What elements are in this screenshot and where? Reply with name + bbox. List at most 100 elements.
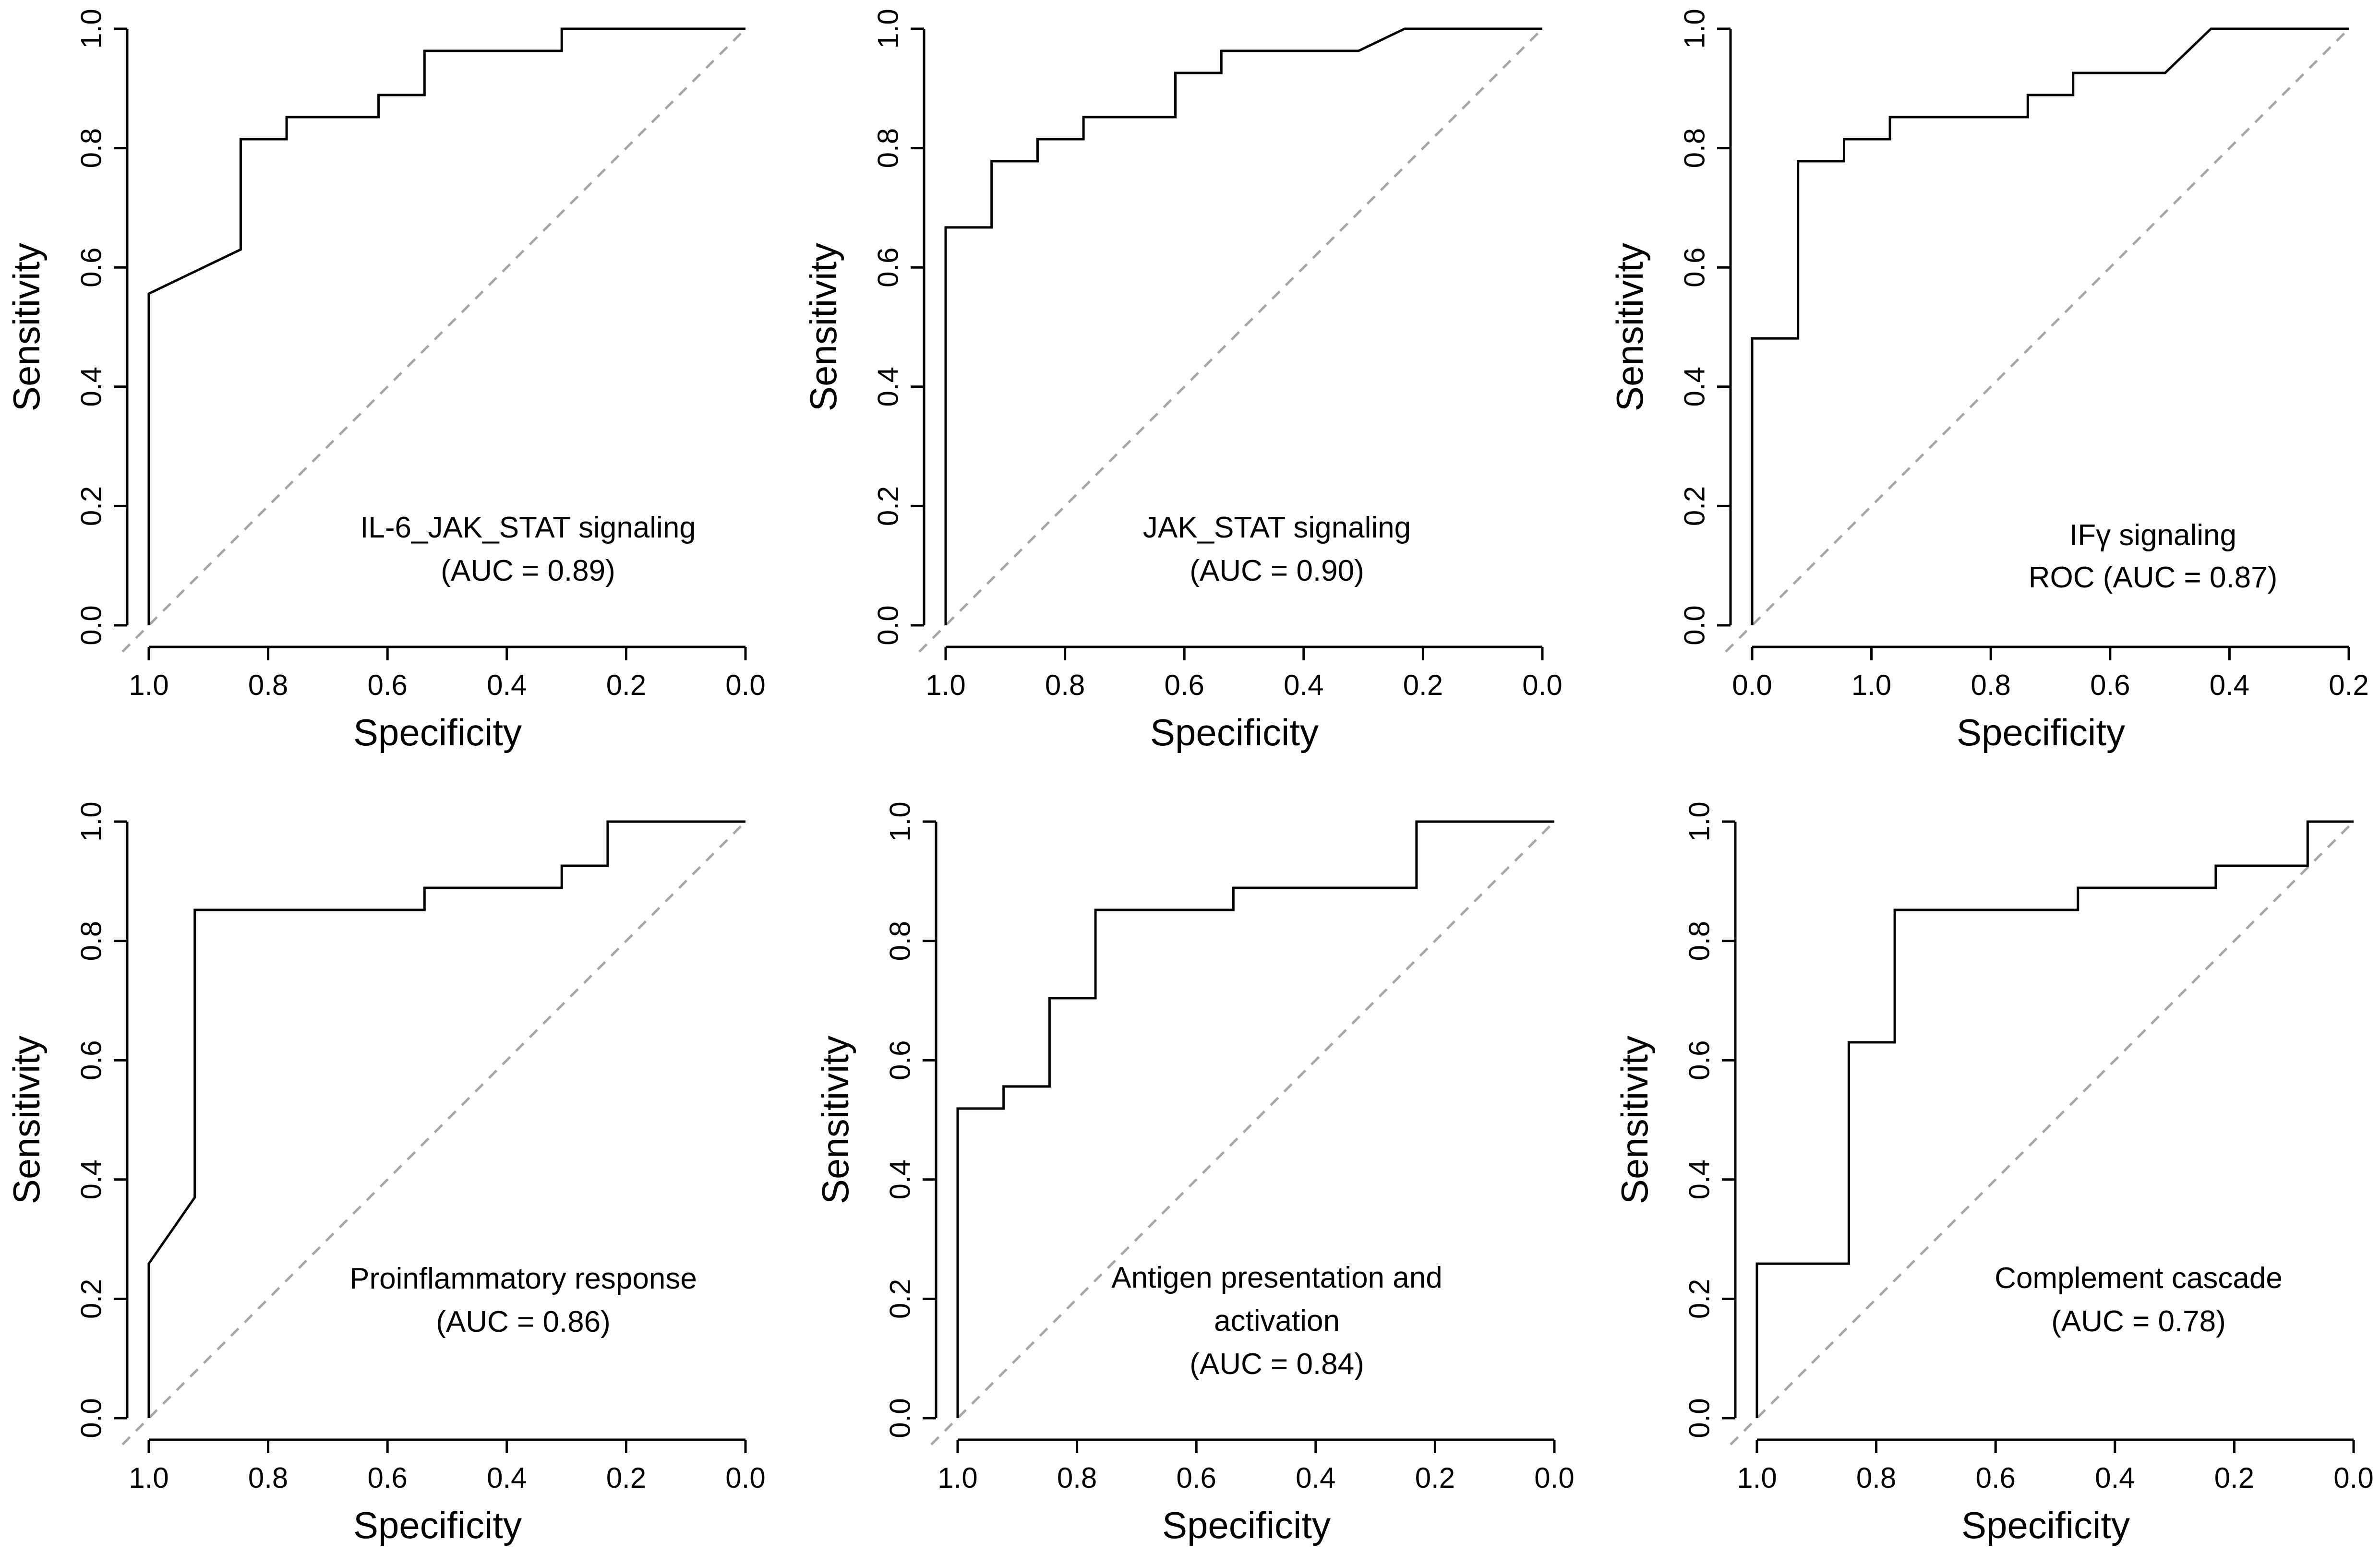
- x-axis-title: Specificity: [353, 711, 522, 753]
- x-tick-label: 0.8: [1045, 669, 1085, 701]
- y-tick-label: 0.8: [75, 921, 108, 961]
- annotation-line: Proinflammatory response: [349, 1262, 697, 1295]
- roc-panel-1: 1.0 0.8 0.6 0.4 0.2 0.0 0.0 0.2 0.4 0.6 0.8 1.0 Spec…: [5, 9, 766, 753]
- x-tick-label: 0.4: [2210, 669, 2249, 701]
- x-tick-label: 0.6: [1975, 1462, 2015, 1494]
- chance-diagonal: [918, 28, 1543, 653]
- x-tick-label: 0.0: [1534, 1462, 1574, 1494]
- y-tick-label: 0.6: [1683, 1040, 1716, 1080]
- y-tick-label: 1.0: [1683, 801, 1716, 841]
- x-tick-label: 0.0: [2333, 1462, 2373, 1494]
- x-tick-label: 0.8: [248, 1462, 288, 1494]
- annotation-line: (AUC = 0.84): [1190, 1348, 1364, 1381]
- roc-panel-4: 1.0 0.8 0.6 0.4 0.2 0.0 0.0 0.2 0.4 0.6 0.8 1.0 Spec…: [5, 801, 766, 1546]
- x-tick-label: 1.0: [1737, 1462, 1777, 1494]
- annotation-line: IFγ signaling: [2069, 519, 2236, 552]
- y-tick-label: 0.4: [1683, 1159, 1716, 1199]
- x-tick-label: 0.2: [2214, 1462, 2254, 1494]
- x-axis-title: Specificity: [1150, 711, 1319, 753]
- y-tick-label: 0.6: [75, 1040, 108, 1080]
- y-tick-label: 0.4: [75, 367, 108, 406]
- y-tick-label: 0.0: [884, 1398, 916, 1438]
- annotation-line: Complement cascade: [1995, 1262, 2283, 1295]
- x-tick-label: 0.4: [487, 1462, 527, 1494]
- x-tick-label: 0.4: [1296, 1462, 1335, 1494]
- y-tick-label: 0.6: [1679, 247, 1711, 287]
- x-tick-label: 1.0: [938, 1462, 977, 1494]
- roc-curve: [944, 27, 1542, 625]
- y-tick-label: 0.2: [75, 486, 108, 526]
- x-tick-label: 0.4: [1284, 669, 1323, 701]
- roc-curve: [147, 820, 745, 1418]
- x-tick-label: 0.6: [1176, 1462, 1216, 1494]
- y-tick-label: 1.0: [75, 9, 108, 48]
- y-tick-label: 1.0: [884, 801, 916, 841]
- x-tick-label: 0.6: [367, 669, 407, 701]
- y-tick-label: 0.6: [75, 247, 108, 287]
- y-axis-title: Sensitivity: [802, 243, 844, 411]
- annotation-line: (AUC = 0.90): [1190, 554, 1364, 587]
- x-tick-label: 0.2: [1403, 669, 1443, 701]
- roc-panel-6: 1.0 0.8 0.6 0.4 0.2 0.0 0.0 0.2 0.4 0.6 0.8 1.0 Spec…: [1613, 801, 2374, 1546]
- y-tick-label: 0.0: [872, 605, 904, 645]
- x-tick-label: 0.8: [1971, 669, 2010, 701]
- x-tick-label: 0.8: [1057, 1462, 1097, 1494]
- chance-diagonal: [1730, 821, 2355, 1445]
- x-tick-label: 0.6: [1164, 669, 1204, 701]
- annotation-line: activation: [1214, 1304, 1340, 1338]
- y-axis-title: Sensitivity: [1613, 1036, 1656, 1204]
- x-tick-label: 1.0: [129, 1462, 168, 1494]
- x-tick-label: 0.0: [1732, 669, 1772, 701]
- roc-curve: [956, 820, 1554, 1418]
- y-tick-label: 0.4: [872, 367, 904, 406]
- y-tick-label: 0.0: [75, 1398, 108, 1438]
- y-axis-title: Sensitivity: [1609, 243, 1651, 411]
- x-axis-title: Specificity: [1162, 1504, 1331, 1546]
- y-tick-label: 0.8: [75, 128, 108, 168]
- x-tick-label: 0.0: [725, 669, 765, 701]
- y-tick-label: 1.0: [1679, 9, 1711, 48]
- y-tick-label: 0.0: [75, 605, 108, 645]
- y-tick-label: 0.2: [1683, 1279, 1716, 1319]
- x-tick-label: 0.2: [606, 669, 646, 701]
- x-tick-label: 0.0: [1522, 669, 1562, 701]
- y-tick-label: 0.0: [1683, 1398, 1716, 1438]
- y-tick-label: 0.8: [872, 128, 904, 168]
- annotation-line: (AUC = 0.86): [436, 1305, 611, 1338]
- y-tick-label: 0.2: [884, 1279, 916, 1319]
- y-tick-label: 0.8: [1683, 921, 1716, 961]
- x-tick-label: 0.6: [2090, 669, 2130, 701]
- roc-curve: [1755, 820, 2354, 1418]
- chance-diagonal: [121, 821, 746, 1445]
- y-tick-label: 0.4: [1679, 367, 1711, 406]
- x-tick-label: 0.2: [2329, 669, 2368, 701]
- x-tick-label: 0.4: [2095, 1462, 2135, 1494]
- annotation-line: (AUC = 0.78): [2051, 1305, 2226, 1338]
- annotation-line: JAK_STAT signaling: [1143, 511, 1411, 544]
- x-axis-title: Specificity: [353, 1504, 522, 1546]
- roc-curve: [1751, 27, 2349, 625]
- x-tick-label: 1.0: [1851, 669, 1891, 701]
- y-axis-title: Sensitivity: [5, 243, 48, 411]
- roc-panel-5: 1.0 0.8 0.6 0.4 0.2 0.0 0.0 0.2 0.4 0.6 0.8 1.0 Spec…: [814, 801, 1575, 1546]
- y-tick-label: 1.0: [872, 9, 904, 48]
- chance-diagonal: [121, 28, 746, 653]
- x-tick-label: 0.2: [1415, 1462, 1455, 1494]
- x-tick-label: 0.8: [248, 669, 288, 701]
- roc-panel-3: 0.0 1.0 0.8 0.6 0.4 0.2 0.0 0.2 0.4 0.6 0.8 1.0 Spec…: [1609, 9, 2369, 753]
- annotation-line: ROC (AUC = 0.87): [2029, 561, 2278, 594]
- y-tick-label: 0.2: [1679, 486, 1711, 526]
- roc-curve: [147, 27, 745, 625]
- x-tick-label: 1.0: [926, 669, 965, 701]
- annotation-line: Antigen presentation and: [1111, 1261, 1442, 1294]
- y-axis-title: Sensitivity: [5, 1036, 48, 1204]
- y-tick-label: 0.2: [75, 1279, 108, 1319]
- y-axis-title: Sensitivity: [814, 1036, 856, 1204]
- y-tick-label: 0.6: [872, 247, 904, 287]
- y-tick-label: 0.8: [884, 921, 916, 961]
- y-tick-label: 1.0: [75, 801, 108, 841]
- x-axis-title: Specificity: [1961, 1504, 2130, 1546]
- y-tick-label: 0.2: [872, 486, 904, 526]
- y-tick-label: 0.4: [884, 1159, 916, 1199]
